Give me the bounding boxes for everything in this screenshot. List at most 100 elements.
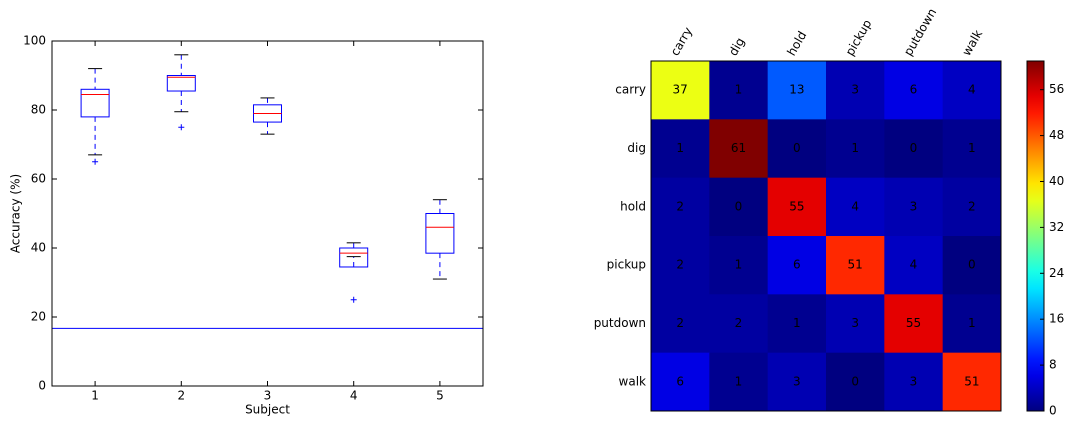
plot-frame xyxy=(51,40,484,387)
cell-label: 1 xyxy=(793,316,801,330)
heatmap-cell xyxy=(884,236,944,295)
cell-label: 0 xyxy=(910,141,918,155)
heatmap-cell xyxy=(942,177,1002,237)
cell-label: 55 xyxy=(906,316,921,330)
heatmap-cell xyxy=(942,61,1002,120)
heatmap-cell xyxy=(651,294,710,354)
cell-label: 13 xyxy=(789,83,804,97)
x-tick-label: 2 xyxy=(177,389,185,403)
heatmap-cell xyxy=(767,236,827,295)
heatmap-cell xyxy=(709,352,769,412)
cell-label: 3 xyxy=(910,374,918,388)
cell-label: 4 xyxy=(910,258,918,272)
colorbar-tick-label: 8 xyxy=(1049,358,1057,372)
y-tick-label: 100 xyxy=(23,34,46,48)
colorbar-tick-label: 32 xyxy=(1049,220,1064,234)
cell-label: 1 xyxy=(676,141,684,155)
cell-label: 51 xyxy=(848,258,863,272)
cell-label: 3 xyxy=(793,374,801,388)
colorbar-tick-label: 48 xyxy=(1049,128,1064,142)
heatmap-frame xyxy=(650,60,1002,412)
heatmap-cell xyxy=(884,61,944,120)
heatmap-cell xyxy=(651,61,710,120)
cell-label: 0 xyxy=(851,374,859,388)
heatmap-cell xyxy=(826,352,885,412)
x-tick-label: 1 xyxy=(91,389,99,403)
cell-label: 37 xyxy=(673,83,688,97)
row-label: dig xyxy=(627,141,646,155)
x-tick-label: 4 xyxy=(350,389,358,403)
heatmap-cell xyxy=(884,352,944,412)
heatmap-cell xyxy=(767,119,827,179)
y-tick-label: 60 xyxy=(31,172,46,186)
heatmap-cell xyxy=(767,61,827,120)
heatmap-cell xyxy=(826,236,885,295)
cell-label: 1 xyxy=(851,141,859,155)
outlier xyxy=(92,158,99,165)
column-label: walk xyxy=(959,27,985,58)
heatmap-cell xyxy=(884,294,944,354)
cell-label: 1 xyxy=(735,374,743,388)
box xyxy=(425,213,455,254)
colorbar-tick-label: 16 xyxy=(1049,312,1064,326)
heatmap-cell xyxy=(884,119,944,179)
cell-label: 2 xyxy=(676,199,684,213)
cell-label: 4 xyxy=(851,199,859,213)
cell-label: 6 xyxy=(910,83,918,97)
cell-label: 3 xyxy=(851,83,859,97)
cell-label: 0 xyxy=(968,258,976,272)
heatmap-cell xyxy=(767,352,827,412)
colorbar-tick-label: 24 xyxy=(1049,266,1064,280)
y-tick-label: 40 xyxy=(31,241,46,255)
cell-label: 0 xyxy=(793,141,801,155)
x-tick-label: 5 xyxy=(436,389,444,403)
cell-label: 1 xyxy=(735,258,743,272)
column-label: carry xyxy=(668,25,695,59)
heatmap-cell xyxy=(942,119,1002,179)
cell-label: 6 xyxy=(793,258,801,272)
column-label: putdown xyxy=(901,6,939,58)
y-tick-label: 20 xyxy=(31,310,46,324)
heatmap-cell xyxy=(826,61,885,120)
cell-label: 61 xyxy=(731,141,746,155)
column-label: pickup xyxy=(843,17,875,58)
heatmap-cell xyxy=(651,236,710,295)
cell-label: 2 xyxy=(676,316,684,330)
cell-label: 1 xyxy=(968,316,976,330)
heatmap-cell xyxy=(709,294,769,354)
heatmap-cell xyxy=(942,236,1002,295)
cell-label: 1 xyxy=(968,141,976,155)
cell-label: 4 xyxy=(968,83,976,97)
cell-label: 3 xyxy=(851,316,859,330)
row-label: pickup xyxy=(607,258,646,272)
row-label: carry xyxy=(615,83,646,97)
heatmap-cell xyxy=(826,177,885,237)
y-tick-label: 80 xyxy=(31,103,46,117)
heatmap-cell xyxy=(826,294,885,354)
box xyxy=(339,247,369,268)
heatmap-cell xyxy=(709,119,769,179)
cell-label: 55 xyxy=(789,199,804,213)
cell-label: 1 xyxy=(735,83,743,97)
column-label: dig xyxy=(726,35,747,58)
outlier xyxy=(350,296,357,303)
row-label: hold xyxy=(620,199,646,213)
heatmap-cell xyxy=(942,294,1002,354)
row-label: putdown xyxy=(594,316,646,330)
cell-label: 6 xyxy=(676,374,684,388)
x-tick-label: 3 xyxy=(264,389,272,403)
heatmap-cell xyxy=(942,352,1002,412)
cell-label: 3 xyxy=(910,199,918,213)
heatmap-cell xyxy=(651,352,710,412)
heatmap-cell xyxy=(884,177,944,237)
heatmap-cell xyxy=(767,177,827,237)
heatmap-cell xyxy=(651,177,710,237)
cell-label: 2 xyxy=(676,258,684,272)
heatmap-cell xyxy=(826,119,885,179)
cell-label: 2 xyxy=(968,199,976,213)
y-axis-label: Accuracy (%) xyxy=(9,174,23,253)
column-label: hold xyxy=(784,29,809,58)
y-tick-label: 0 xyxy=(38,379,46,393)
box xyxy=(166,75,196,92)
